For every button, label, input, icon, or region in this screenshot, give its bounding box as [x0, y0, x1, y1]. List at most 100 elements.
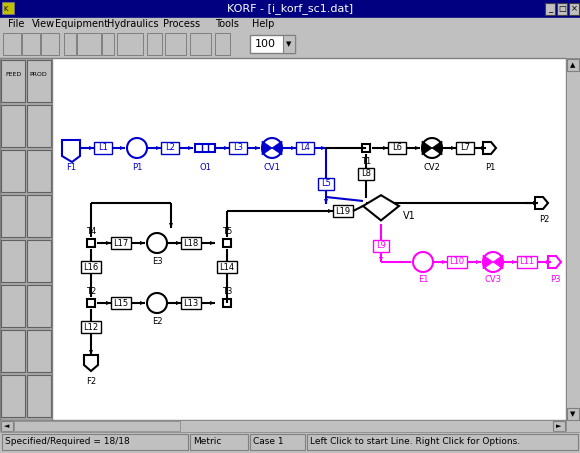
Text: L9: L9	[376, 241, 386, 251]
Bar	[41, 33, 59, 55]
Bar	[77, 33, 101, 55]
Polygon shape	[224, 146, 229, 150]
Text: L13: L13	[183, 299, 198, 308]
Polygon shape	[262, 141, 282, 155]
Polygon shape	[106, 241, 111, 245]
Polygon shape	[140, 301, 145, 305]
Text: _: _	[548, 5, 552, 14]
Bar	[1, 60, 25, 102]
Bar	[0, 432, 580, 453]
Bar	[27, 240, 51, 282]
Bar	[217, 261, 237, 273]
Bar	[557, 3, 567, 15]
Bar	[553, 421, 565, 431]
Bar	[27, 375, 51, 417]
Bar	[283, 35, 295, 53]
Text: FEED: FEED	[5, 72, 21, 77]
Bar	[1, 150, 25, 192]
Text: Tools: Tools	[215, 19, 239, 29]
Text: T1: T1	[361, 158, 371, 167]
Bar	[102, 33, 114, 55]
Text: ◄: ◄	[4, 423, 10, 429]
Text: L18: L18	[183, 238, 198, 247]
Text: View: View	[32, 19, 55, 29]
Bar	[567, 408, 579, 420]
Bar	[165, 33, 186, 55]
Text: L19: L19	[335, 207, 350, 216]
Polygon shape	[483, 255, 503, 269]
Bar	[296, 142, 314, 154]
Bar	[161, 142, 179, 154]
Polygon shape	[156, 146, 161, 150]
Bar	[0, 420, 566, 432]
Bar	[94, 142, 112, 154]
Text: L15: L15	[114, 299, 129, 308]
Text: L2: L2	[165, 144, 175, 153]
Bar	[333, 205, 353, 217]
Polygon shape	[415, 146, 420, 150]
Bar	[517, 256, 537, 268]
Polygon shape	[379, 257, 383, 262]
Bar	[27, 195, 51, 237]
Text: F2: F2	[86, 376, 96, 386]
Text: P1: P1	[132, 163, 142, 172]
Text: CV3: CV3	[484, 275, 502, 284]
Bar	[318, 178, 334, 190]
Bar	[545, 3, 555, 15]
Bar	[22, 33, 40, 55]
Bar	[250, 35, 295, 53]
Text: K: K	[3, 6, 8, 12]
Text: P1: P1	[485, 163, 495, 172]
Bar	[566, 58, 580, 420]
Text: CV2: CV2	[423, 163, 440, 172]
Bar	[229, 142, 247, 154]
Text: E2: E2	[152, 317, 162, 326]
Bar	[307, 434, 578, 450]
Text: Case 1: Case 1	[253, 438, 284, 447]
Text: T3: T3	[222, 286, 232, 295]
Text: P3: P3	[550, 275, 560, 284]
Bar	[14, 421, 180, 431]
Text: Specified/Required = 18/18: Specified/Required = 18/18	[5, 438, 130, 447]
Text: L6: L6	[392, 144, 402, 153]
Bar	[87, 299, 95, 307]
Bar	[181, 297, 201, 309]
Bar	[147, 33, 162, 55]
Text: □: □	[558, 5, 566, 14]
Bar	[27, 150, 51, 192]
Text: L3: L3	[233, 144, 243, 153]
Text: L11: L11	[520, 257, 535, 266]
Text: T4: T4	[86, 226, 96, 236]
Bar	[81, 261, 101, 273]
Text: L12: L12	[84, 323, 99, 332]
Text: L7: L7	[460, 144, 470, 153]
Text: L1: L1	[98, 144, 108, 153]
Bar	[1, 330, 25, 372]
Bar	[111, 297, 131, 309]
Text: Metric: Metric	[193, 438, 222, 447]
Bar	[81, 321, 101, 333]
Text: ×: ×	[571, 5, 578, 14]
Bar	[111, 237, 131, 249]
Text: O1: O1	[199, 163, 211, 172]
Text: Left Click to start Line. Right Click for Options.: Left Click to start Line. Right Click fo…	[310, 438, 520, 447]
Text: ▼: ▼	[570, 411, 576, 417]
Polygon shape	[328, 209, 333, 213]
Bar	[388, 142, 406, 154]
Polygon shape	[89, 146, 94, 150]
Bar	[2, 434, 188, 450]
Text: ▲: ▲	[570, 62, 576, 68]
Polygon shape	[106, 301, 111, 305]
Bar	[117, 33, 143, 55]
Bar	[27, 60, 51, 102]
Polygon shape	[321, 146, 326, 150]
Polygon shape	[512, 260, 517, 264]
Text: F1: F1	[66, 164, 76, 173]
Text: 100: 100	[255, 39, 276, 49]
Bar	[181, 237, 201, 249]
Polygon shape	[169, 223, 173, 228]
Text: P2: P2	[539, 215, 549, 223]
Bar	[2, 2, 14, 14]
Bar	[190, 434, 248, 450]
Bar	[1, 195, 25, 237]
